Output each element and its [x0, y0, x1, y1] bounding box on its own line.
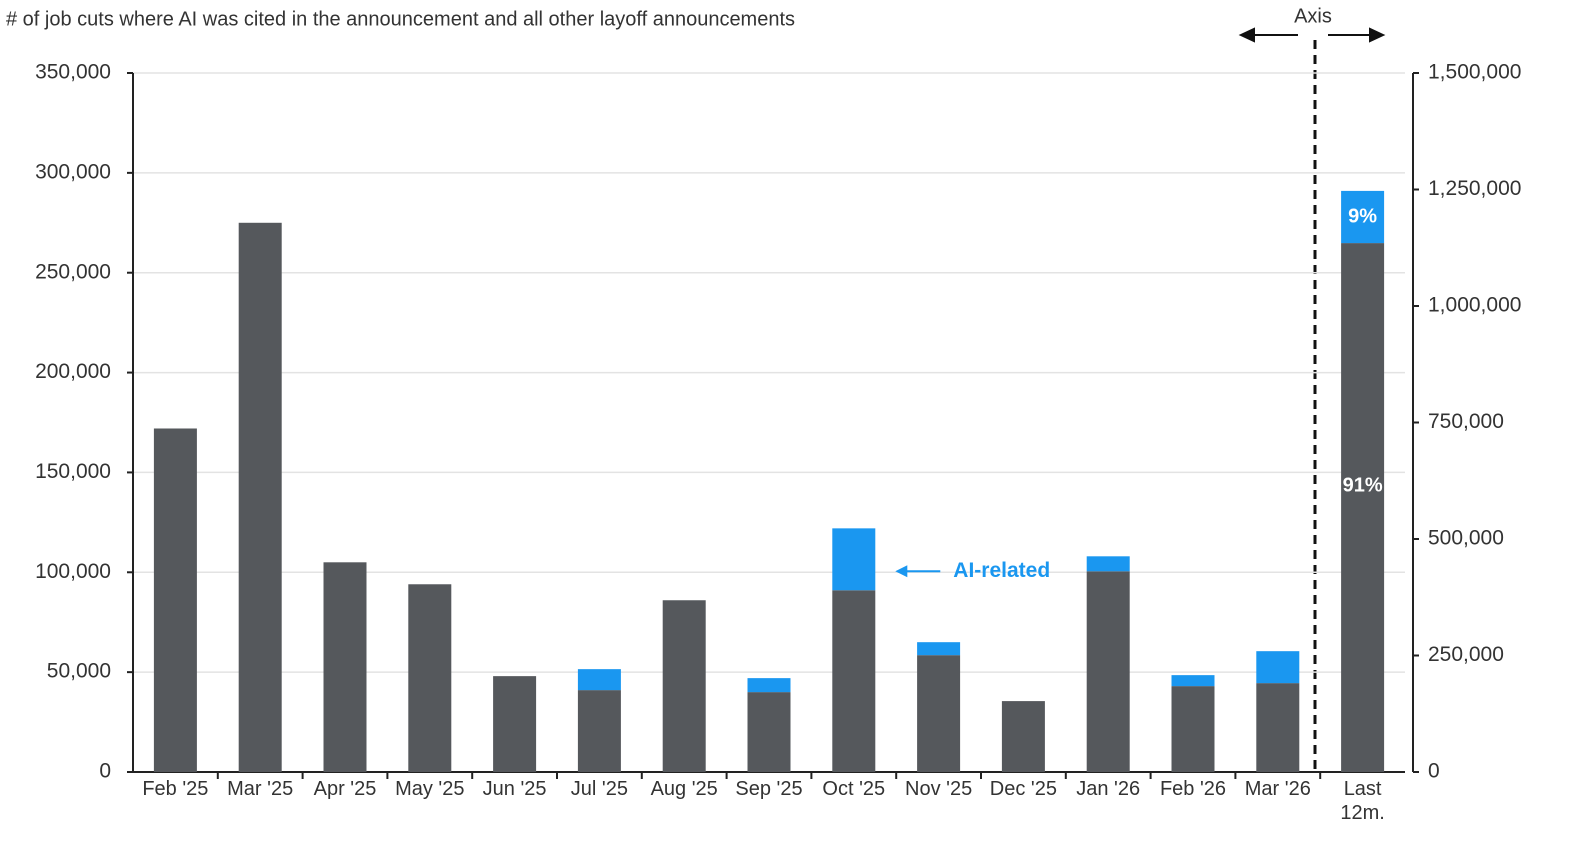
value-label: 91% — [1343, 475, 1383, 497]
bar-segment — [1171, 686, 1215, 772]
x-tick-label-box: Sep '25 — [735, 778, 803, 800]
x-tick-label: Aug '25 — [650, 778, 718, 800]
y2-tick-label: 1,500,000 — [1428, 61, 1521, 84]
y2-tick-label: 1,000,000 — [1428, 294, 1521, 317]
x-tick-label: Last 12m. — [1340, 778, 1385, 824]
x-tick-label: Feb '26 — [1159, 778, 1227, 800]
x-tick-label-box: Jul '25 — [570, 778, 628, 800]
x-tick-label: Jan '26 — [1076, 778, 1141, 800]
x-tick-label-box: Last 12m. — [1340, 778, 1385, 824]
x-tick-label: Oct '25 — [822, 778, 886, 800]
x-tick-label-box: Mar '25 — [227, 778, 294, 800]
x-tick-label-box: Jun '25 — [482, 778, 547, 800]
bar-segment — [662, 600, 706, 772]
x-tick-label-box: Apr '25 — [313, 778, 377, 800]
x-tick-label: Apr '25 — [313, 778, 377, 800]
x-tick-label-box: Feb '25 — [142, 778, 209, 800]
bar-segment — [1256, 651, 1300, 684]
x-tick-label: Nov '25 — [905, 778, 973, 800]
bar-segment — [323, 562, 367, 772]
annotation: Axis — [1294, 5, 1332, 27]
bar-segment — [577, 690, 621, 772]
bar-segment — [493, 676, 537, 772]
x-tick-label-box: Jan '26 — [1076, 778, 1141, 800]
x-tick-label-box: Mar '26 — [1244, 778, 1311, 800]
annotation-arrowhead — [895, 565, 908, 578]
value-label: 9% — [1348, 205, 1377, 227]
x-tick-label: Mar '25 — [227, 778, 294, 800]
bar-segment — [1171, 675, 1215, 687]
y2-tick-label: 500,000 — [1428, 527, 1504, 550]
bar-segment — [238, 222, 282, 773]
y-tick-label: 350,000 — [35, 61, 111, 84]
y2-tick-label: 1,250,000 — [1428, 177, 1521, 200]
x-tick-label-box: Dec '25 — [989, 778, 1057, 800]
y-tick-label: 250,000 — [35, 260, 111, 283]
y-tick-label: 150,000 — [35, 460, 111, 483]
bar-segment — [153, 428, 197, 772]
bar-segment — [577, 669, 621, 691]
x-tick-label-box: Feb '26 — [1159, 778, 1227, 800]
bar-segment — [1256, 683, 1300, 772]
y-tick-label: 300,000 — [35, 160, 111, 183]
bar-segment — [1341, 243, 1385, 773]
x-tick-label: Feb '25 — [142, 778, 209, 800]
y-tick-label: 0 — [99, 760, 111, 783]
x-tick-label: Sep '25 — [735, 778, 803, 800]
y-tick-label: 100,000 — [35, 560, 111, 583]
x-tick-label: Dec '25 — [989, 778, 1057, 800]
x-tick-label: Jun '25 — [482, 778, 547, 800]
y2-tick-label: 250,000 — [1428, 643, 1504, 666]
x-tick-label: Jul '25 — [570, 778, 628, 800]
y2-tick-label: 750,000 — [1428, 410, 1504, 433]
chart-title: # of job cuts where AI was cited in the … — [6, 8, 795, 30]
bar-segment — [1001, 701, 1045, 772]
bar-segment — [1086, 556, 1130, 572]
bar-segment — [917, 642, 961, 656]
bar-segment — [1086, 571, 1130, 772]
bar-segment — [832, 528, 876, 591]
bar-segment — [917, 655, 961, 772]
bar-segment — [408, 584, 452, 772]
bar-segment — [832, 590, 876, 772]
x-tick-label-box: Nov '25 — [905, 778, 973, 800]
annotation-label: AI-related — [953, 559, 1050, 582]
x-tick-label: Mar '26 — [1244, 778, 1311, 800]
axis-arrows — [1238, 27, 1386, 43]
bar-segment — [747, 678, 791, 693]
y2-tick-label: 0 — [1428, 760, 1440, 783]
x-tick-label: May '25 — [395, 778, 465, 800]
y-tick-label: 200,000 — [35, 360, 111, 383]
x-tick-label-box: May '25 — [395, 778, 465, 800]
bar-segment — [747, 692, 791, 772]
x-tick-label-box: Aug '25 — [650, 778, 718, 800]
bar-segment — [1341, 190, 1385, 244]
y-tick-label: 50,000 — [47, 660, 111, 683]
x-tick-label-box: Oct '25 — [822, 778, 886, 800]
